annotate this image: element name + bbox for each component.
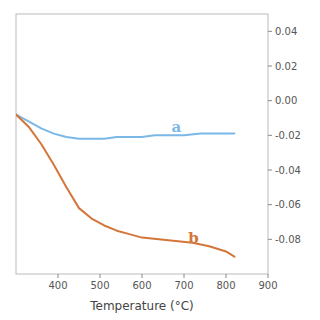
- x-tick: [226, 274, 227, 278]
- y-tick: [268, 66, 272, 67]
- x-tick: [268, 274, 269, 278]
- x-tick: [58, 274, 59, 278]
- y-tick-label: -0.06: [275, 199, 301, 210]
- x-tick-label: 700: [174, 280, 193, 291]
- x-tick-label: 900: [258, 280, 277, 291]
- series-line: [16, 115, 234, 139]
- y-tick: [268, 100, 272, 101]
- annotation: a: [171, 118, 181, 136]
- chart: 400500600700800900Temperature (°C)0.040.…: [0, 0, 320, 320]
- x-tick: [184, 274, 185, 278]
- annotation: b: [188, 229, 199, 247]
- x-tick: [142, 274, 143, 278]
- x-tick-label: 600: [132, 280, 151, 291]
- lines: [16, 115, 234, 257]
- y-axis: 0.04 0.02 0.00 -0.02 -0.04 -0.06 -0.08: [268, 26, 301, 245]
- x-axis-label: Temperature (°C): [89, 299, 194, 313]
- y-tick-label: 0.04: [275, 26, 297, 37]
- x-tick-label: 500: [90, 280, 109, 291]
- y-tick: [268, 135, 272, 136]
- x-tick-label: 800: [216, 280, 235, 291]
- y-tick: [268, 31, 272, 32]
- y-tick-label: -0.08: [275, 234, 301, 245]
- y-tick: [268, 170, 272, 171]
- plot-frame: [16, 14, 268, 274]
- y-tick-label: 0.02: [275, 61, 297, 72]
- annotations: ab: [171, 118, 198, 247]
- x-axis: 400 500 600 700 800 900: [48, 274, 277, 291]
- x-tick: [100, 274, 101, 278]
- y-tick-label: -0.02: [275, 130, 301, 141]
- y-tick: [268, 204, 272, 205]
- y-tick-label: 0.00: [275, 95, 297, 106]
- series-line: [16, 115, 234, 257]
- y-tick: [268, 239, 272, 240]
- y-tick-label: -0.04: [275, 165, 301, 176]
- x-tick-label: 400: [48, 280, 67, 291]
